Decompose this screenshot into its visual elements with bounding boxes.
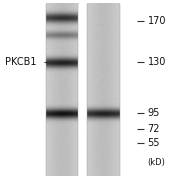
Text: 72: 72 [148,124,160,134]
Bar [78,4,87,176]
Text: 55: 55 [148,138,160,148]
Text: 130: 130 [148,57,166,67]
Text: (kD): (kD) [148,158,165,166]
Text: PKCB1: PKCB1 [5,57,37,67]
Text: 95: 95 [148,107,160,118]
Text: 170: 170 [148,16,166,26]
